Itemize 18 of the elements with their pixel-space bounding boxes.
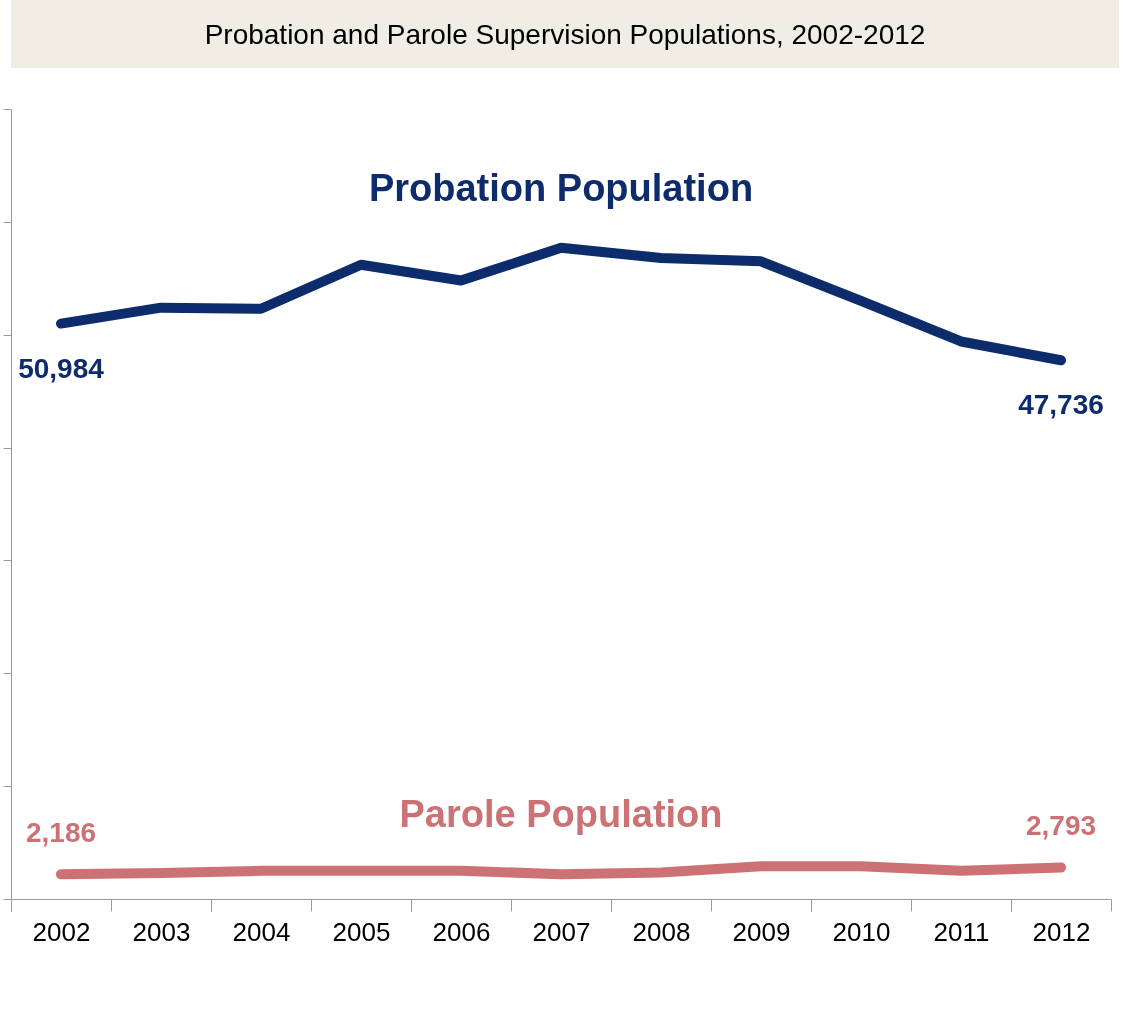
series-label: Probation Population [368,166,754,209]
x-tick-label: 2004 [232,916,291,947]
x-tick-label: 2003 [132,916,191,947]
chart-title: Probation and Parole Supervision Populations, 2002-2012 [204,19,926,50]
x-tick-label: 2006 [432,916,491,947]
x-tick-label: 2002 [32,916,91,947]
x-tick-label: 2012 [1032,916,1091,947]
x-tick-label: 2007 [532,916,591,947]
x-tick-label: 2011 [933,916,990,947]
data-label: 50,984 [18,352,105,384]
series-label: Parole Population [399,793,723,836]
x-tick-label: 2005 [332,916,391,947]
x-tick-label: 2009 [732,916,791,947]
data-label: 2,793 [1025,810,1097,842]
x-tick-label: 2010 [832,916,891,947]
data-label: 47,736 [1018,389,1104,421]
x-tick-label: 2008 [632,916,691,947]
data-label: 2,186 [25,817,97,849]
